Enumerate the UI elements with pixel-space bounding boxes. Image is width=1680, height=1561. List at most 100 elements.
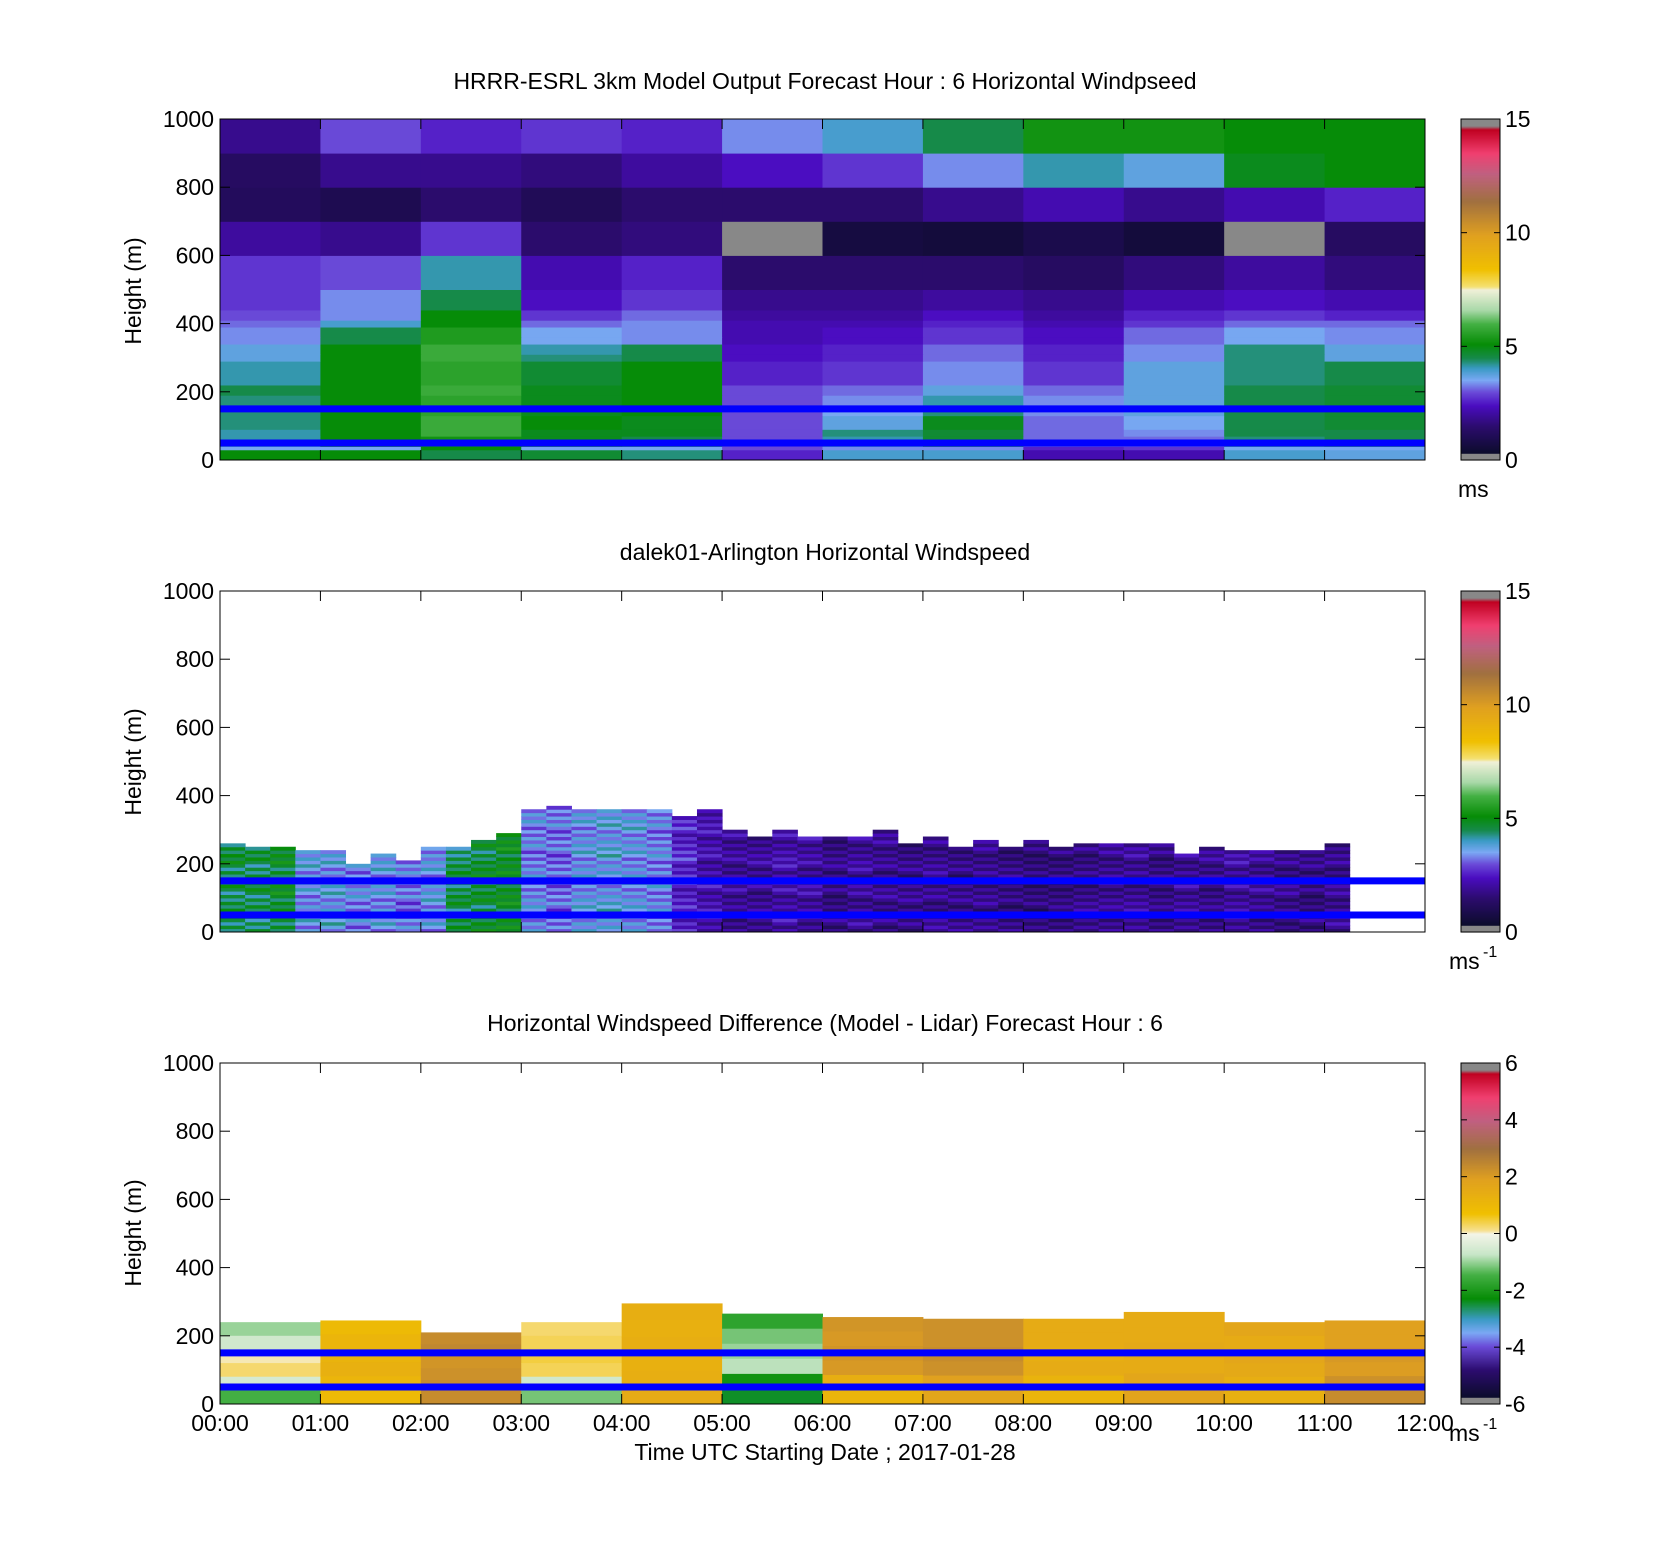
heatmap-cell xyxy=(370,863,397,868)
colorbar-segment xyxy=(1461,375,1500,378)
colorbar-segment xyxy=(1461,323,1500,326)
colorbar-segment xyxy=(1461,618,1500,621)
heatmap-cell xyxy=(973,908,999,913)
colorbar-segment xyxy=(1461,828,1500,831)
colorbar-segment xyxy=(1461,251,1500,254)
heatmap-cell xyxy=(420,887,447,892)
heatmap-cell xyxy=(646,921,673,926)
heatmap-cell xyxy=(897,921,924,926)
heatmap-cell xyxy=(370,904,397,909)
heatmap-cell xyxy=(897,897,924,902)
heatmap-cell xyxy=(546,863,572,868)
y-tick-label: 0 xyxy=(201,919,214,945)
heatmap-cell xyxy=(1098,901,1125,906)
colorbar-segment xyxy=(1461,1288,1500,1290)
heatmap-cell xyxy=(521,850,547,855)
heatmap-cell xyxy=(671,853,698,858)
heatmap-cell xyxy=(872,870,899,875)
heatmap-cell xyxy=(621,1303,723,1321)
heatmap-cell xyxy=(1073,928,1100,933)
colorbar-segment xyxy=(1461,639,1500,642)
colorbar-segment xyxy=(1461,1357,1500,1360)
heatmap-cell xyxy=(571,897,598,902)
heatmap-cell xyxy=(822,119,924,154)
heatmap-cell xyxy=(420,874,447,878)
heatmap-cell xyxy=(420,354,522,362)
heatmap-cell xyxy=(245,874,271,878)
colorbar-segment xyxy=(1461,638,1500,641)
heatmap-cell xyxy=(948,891,974,895)
heatmap-cell xyxy=(922,449,1024,461)
heatmap-cell xyxy=(1098,863,1125,868)
colorbar-segment xyxy=(1461,789,1500,792)
heatmap-cell xyxy=(1148,846,1175,851)
heatmap-cell xyxy=(320,255,422,290)
colorbar-segment xyxy=(1461,805,1500,808)
heatmap-cell xyxy=(822,870,849,875)
heatmap-cell xyxy=(245,887,271,892)
heatmap-cell xyxy=(671,928,698,933)
colorbar-segment xyxy=(1461,265,1500,268)
colorbar-segment xyxy=(1461,1305,1500,1307)
heatmap-cell xyxy=(1224,384,1326,396)
colorbar-segment xyxy=(1461,1207,1500,1210)
heatmap-cell xyxy=(596,846,623,851)
heatmap-cell xyxy=(1249,891,1275,895)
heatmap-cell xyxy=(546,812,572,817)
colorbar-segment xyxy=(1461,616,1500,618)
colorbar-segment xyxy=(1461,450,1500,453)
heatmap-cell xyxy=(220,843,246,848)
heatmap-cell xyxy=(1324,874,1351,878)
heatmap-cell xyxy=(1023,839,1049,844)
colorbar-segment xyxy=(1461,391,1500,394)
panel-lidar: dalek01-Arlington Horizontal Windspeed H… xyxy=(120,539,1531,974)
colorbar-segment xyxy=(1461,413,1500,416)
colorbar-segment xyxy=(1461,1106,1500,1108)
heatmap-cell xyxy=(420,901,447,906)
heatmap-cell xyxy=(1073,901,1100,906)
heatmap-cell xyxy=(1023,928,1049,933)
colorbar-segment xyxy=(1461,169,1500,171)
colorbar-segment xyxy=(1461,917,1500,919)
colorbar-segment xyxy=(1461,321,1500,324)
colorbar-segment xyxy=(1461,221,1500,224)
heatmap-cell xyxy=(897,884,924,889)
colorbar-segment xyxy=(1461,232,1500,235)
colorbar-segment xyxy=(1461,837,1500,840)
heatmap-cell xyxy=(445,928,472,933)
colorbar-segment xyxy=(1461,906,1500,909)
colorbar-segment xyxy=(1461,721,1500,724)
heatmap-cell xyxy=(1073,918,1100,923)
heatmap-cell xyxy=(220,904,246,909)
heatmap-cell xyxy=(1199,901,1225,906)
heatmap-cell xyxy=(872,853,899,858)
heatmap-cell xyxy=(621,918,648,923)
heatmap-cell xyxy=(1224,344,1326,355)
colorbar-segment xyxy=(1461,225,1500,228)
colorbar-segment xyxy=(1461,305,1500,308)
heatmap-cell xyxy=(646,928,673,933)
heatmap-cell xyxy=(420,921,447,926)
heatmap-cell xyxy=(320,874,347,878)
heatmap-cell xyxy=(646,908,673,913)
heatmap-cell xyxy=(445,863,472,868)
colorbar-segment xyxy=(1461,1120,1500,1123)
colorbar-segment xyxy=(1461,1134,1500,1137)
heatmap-cell xyxy=(445,901,472,906)
heatmap-cell xyxy=(521,1390,623,1405)
heatmap-cell xyxy=(370,908,397,913)
heatmap-cell xyxy=(722,320,823,328)
heatmap-cell xyxy=(1224,908,1250,913)
colorbar-segment xyxy=(1461,344,1500,346)
x-tick-label: 06:00 xyxy=(794,1410,852,1436)
heatmap-cell xyxy=(998,863,1024,868)
heatmap-cell xyxy=(646,925,673,930)
heatmap-cell xyxy=(420,856,447,861)
heatmap-cell xyxy=(797,853,823,858)
colorbar-segment xyxy=(1461,1153,1500,1156)
heatmap-cell xyxy=(696,850,723,855)
colorbar-segment xyxy=(1461,1208,1500,1211)
heatmap-cell xyxy=(571,829,598,834)
heatmap-cell xyxy=(1123,904,1150,909)
colorbar-segment xyxy=(1461,731,1500,734)
